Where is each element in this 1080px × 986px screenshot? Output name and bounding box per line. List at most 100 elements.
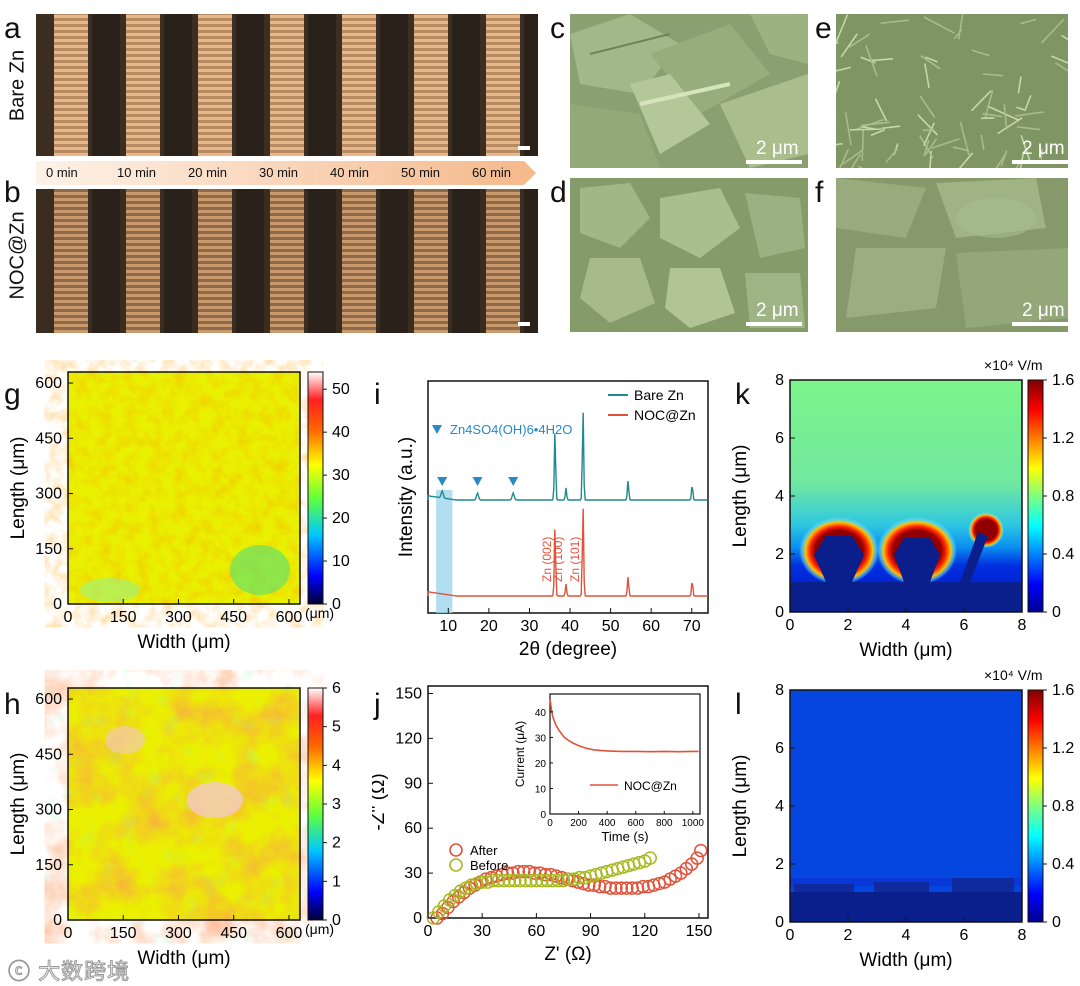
electrolyte-gap xyxy=(236,14,264,156)
panel-label-c: c xyxy=(550,14,565,44)
panel-label-d: d xyxy=(550,178,567,208)
x-tick-label: 4 xyxy=(902,617,911,634)
y-tick-label: 0 xyxy=(53,596,62,613)
colorbar-tick-label: 0 xyxy=(1052,604,1061,621)
colorbar-tick-label: 1.6 xyxy=(1052,372,1074,389)
inset-y-tick-label: 20 xyxy=(535,759,547,770)
electrolyte-gap xyxy=(236,189,264,333)
y-tick-label: 6 xyxy=(775,430,784,447)
sem-scale-label-d: 2 μm xyxy=(756,300,799,322)
colorbar-unit: (μm) xyxy=(305,921,334,937)
x-tick-label: 60 xyxy=(527,923,545,940)
electrolyte-gap xyxy=(524,14,538,156)
y-tick-label: 600 xyxy=(35,375,62,392)
electrolyte-gap xyxy=(452,189,480,333)
y-tick-label: 150 xyxy=(35,857,62,874)
y-tick-label: 8 xyxy=(775,682,784,699)
x-axis-label: Z' (Ω) xyxy=(544,944,591,965)
electrode-strip xyxy=(54,14,88,156)
sem-scale-bar-e xyxy=(1012,160,1068,164)
colorbar-tick-label: 0 xyxy=(1052,914,1061,931)
electrolyte-gap xyxy=(524,189,538,333)
electrolyte-gap xyxy=(308,14,336,156)
x-tick-label: 40 xyxy=(561,618,579,635)
electrolyte-gap xyxy=(92,14,120,156)
panel-label-a: a xyxy=(4,14,21,44)
electrode-strip xyxy=(414,14,448,156)
y-tick-label: 60 xyxy=(404,820,422,837)
legend-label-before: Before xyxy=(470,858,508,873)
electrode-strip xyxy=(126,14,160,156)
y-tick-label: 0 xyxy=(775,604,784,621)
colorbar-tick-label: 5 xyxy=(332,719,341,736)
x-tick-label: 90 xyxy=(582,923,600,940)
x-tick-label: 70 xyxy=(683,618,701,635)
legend-label-bare-zn: Bare Zn xyxy=(634,387,684,403)
x-tick-label: 120 xyxy=(631,923,658,940)
peak-label: Zn (101) xyxy=(568,537,582,582)
peak-label: Zn (100) xyxy=(551,537,565,582)
micrograph-bare-zn xyxy=(36,14,538,156)
sem-scale-bar-c xyxy=(746,160,802,164)
sem-scale-bar-f xyxy=(1012,322,1068,326)
colorbar-tick-label: 1 xyxy=(332,873,341,890)
y-tick-label: 150 xyxy=(35,541,62,558)
inset-y-axis-label: Current (μA) xyxy=(513,721,527,787)
y-tick-label: 4 xyxy=(775,798,784,815)
inset-x-tick-label: 0 xyxy=(547,818,553,829)
x-tick-label: 0 xyxy=(786,927,795,944)
sem-scale-label-c: 2 μm xyxy=(756,138,799,160)
y-tick-label: 300 xyxy=(35,486,62,503)
x-tick-label: 6 xyxy=(960,927,969,944)
x-tick-label: 600 xyxy=(276,609,303,626)
time-label: 10 min xyxy=(117,165,156,180)
time-label: 30 min xyxy=(259,165,298,180)
needle-crystal xyxy=(850,129,882,130)
colorbar-tick-label: 1.2 xyxy=(1052,740,1074,757)
colorbar-tick-label: 1.6 xyxy=(1052,682,1074,699)
colorbar-unit: ×10⁴ V/m xyxy=(984,667,1043,683)
inset-x-tick-label: 400 xyxy=(599,818,616,829)
y-tick-label: 600 xyxy=(35,691,62,708)
y-tick-label: 2 xyxy=(775,546,784,563)
inset-x-axis-label: Time (s) xyxy=(601,829,648,844)
colorbar-tick-label: 30 xyxy=(332,467,350,484)
electrode-strip xyxy=(342,14,376,156)
y-tick-label: 0 xyxy=(53,912,62,929)
electrolyte-gap xyxy=(92,189,120,333)
x-tick-label: 0 xyxy=(786,617,795,634)
y-tick-label: 120 xyxy=(395,730,422,747)
x-tick-label: 30 xyxy=(521,618,539,635)
electrode-strip xyxy=(342,189,376,333)
sem-scale-bar-d xyxy=(746,322,802,326)
sem-scale-label-f: 2 μm xyxy=(1022,300,1065,322)
y-axis-label: Length (μm) xyxy=(730,445,751,548)
y-axis-label: Intensity (a.u.) xyxy=(396,437,417,557)
y-tick-label: 90 xyxy=(404,775,422,792)
x-tick-label: 2 xyxy=(844,927,853,944)
y-axis-label: Length (μm) xyxy=(8,437,29,540)
scale-bar-a xyxy=(518,146,530,150)
sem-scale-label-e: 2 μm xyxy=(1022,138,1065,160)
inset-y-tick-label: 40 xyxy=(535,708,547,719)
row-label-bare-zn: Bare Zn xyxy=(7,46,30,126)
electrolyte-gap xyxy=(452,14,480,156)
electrode-strip xyxy=(126,189,160,333)
x-axis-label: Width (μm) xyxy=(859,950,952,971)
colorbar-tick-label: 0.8 xyxy=(1052,798,1074,815)
colorbar-tick-label: 2 xyxy=(332,835,341,852)
y-axis-label: Length (μm) xyxy=(8,753,29,856)
legend-label-after: After xyxy=(470,843,498,858)
inset-x-tick-label: 800 xyxy=(656,818,673,829)
inset-y-tick-label: 10 xyxy=(535,784,547,795)
panel-label-b: b xyxy=(4,178,21,208)
y-axis-label: Length (μm) xyxy=(730,755,751,858)
x-tick-label: 150 xyxy=(110,609,137,626)
inset-x-tick-label: 600 xyxy=(627,818,644,829)
inset-legend-label: NOC@Zn xyxy=(624,779,677,793)
x-tick-label: 0 xyxy=(424,923,433,940)
